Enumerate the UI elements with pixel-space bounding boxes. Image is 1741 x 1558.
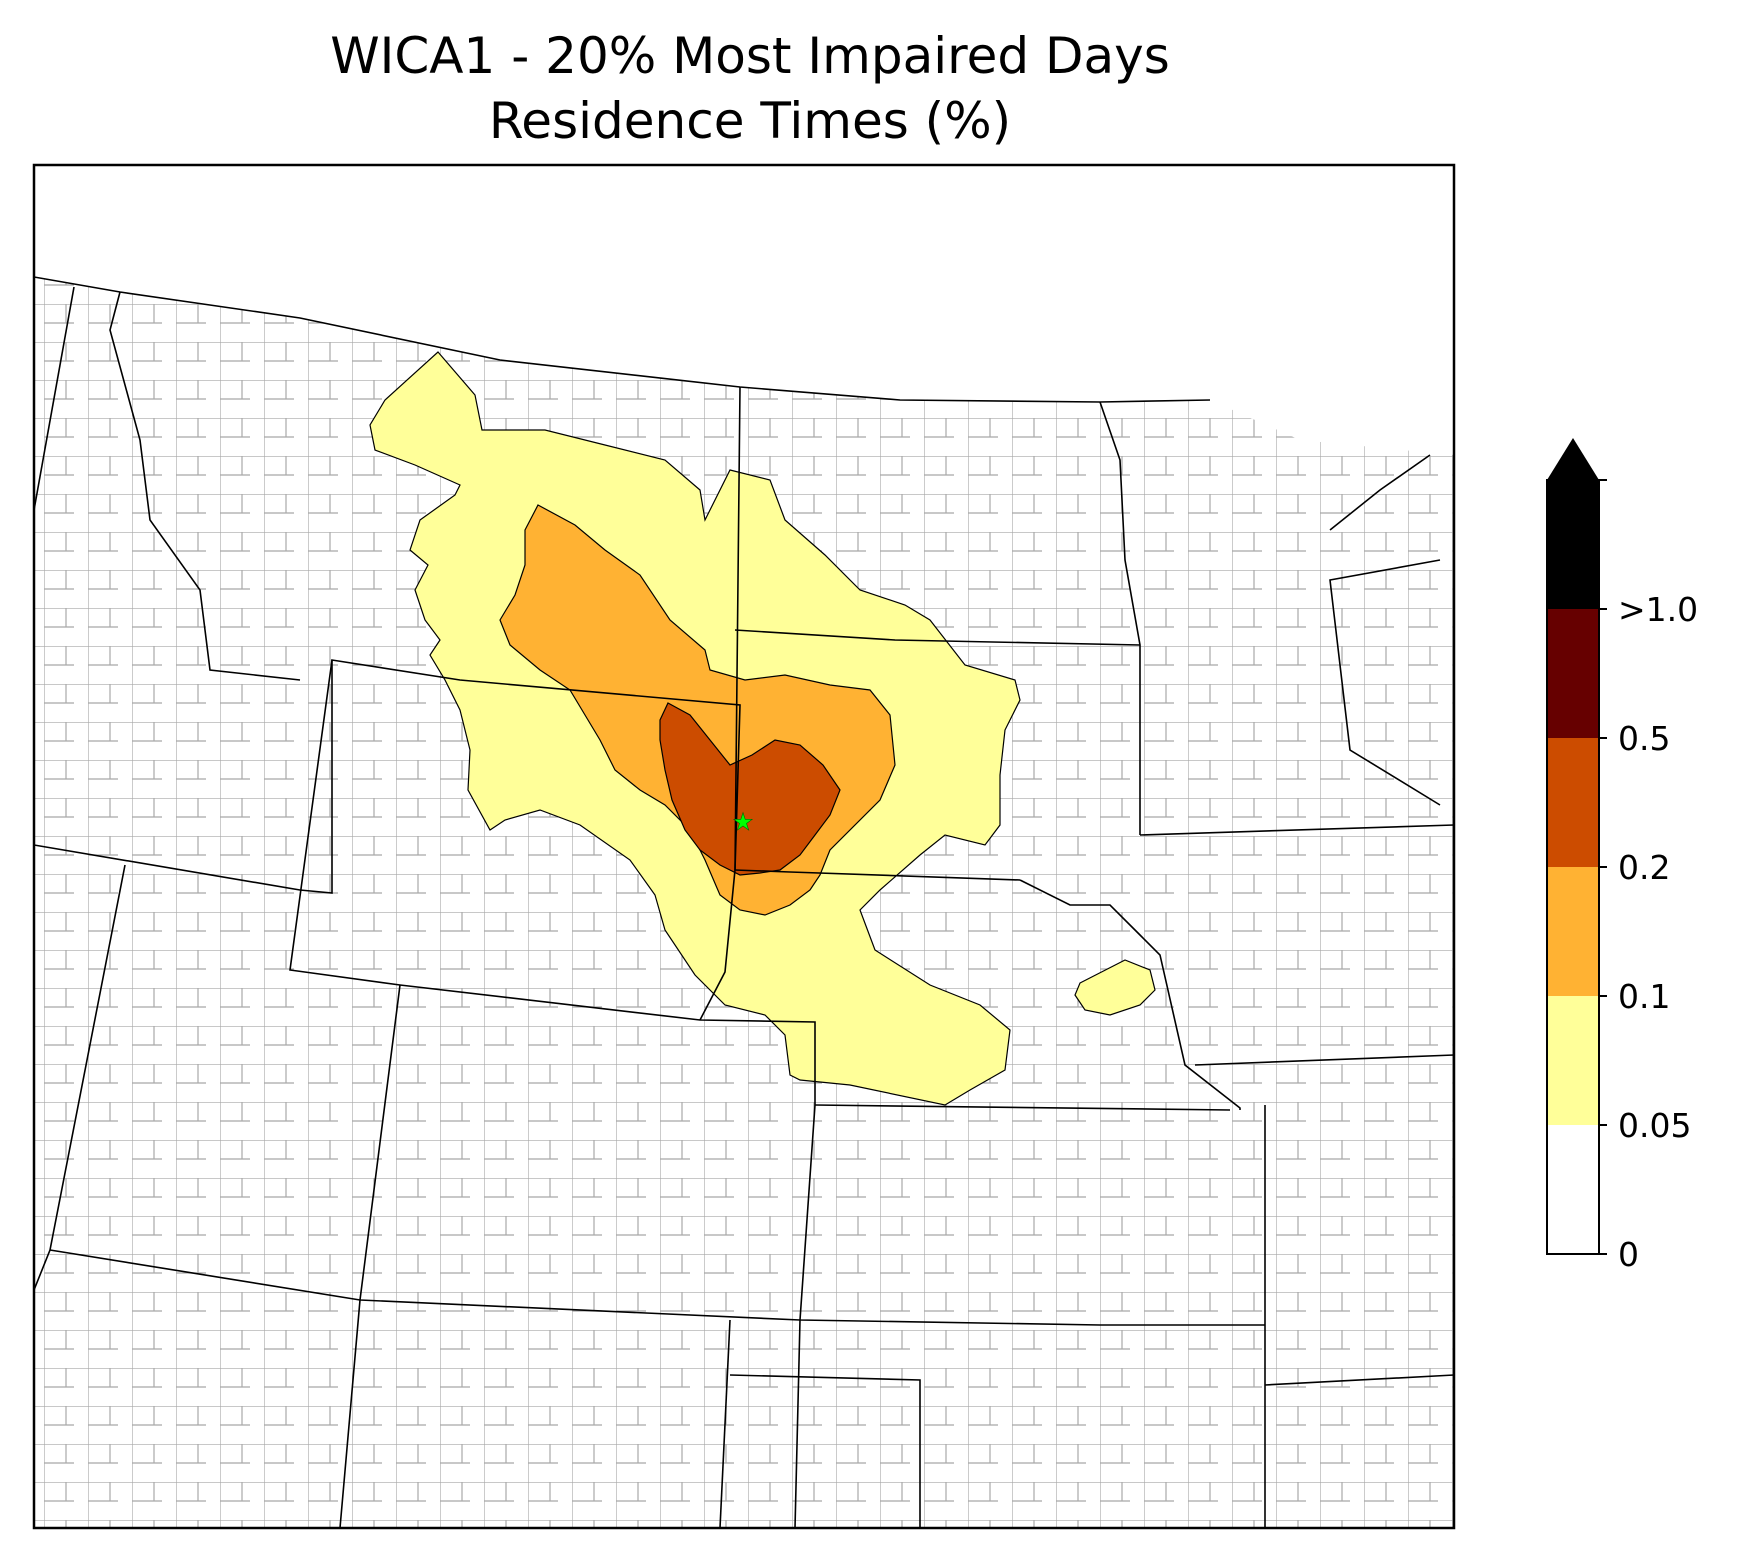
contour-0.2 [659,702,841,876]
map-title: WICA1 - 20% Most Impaired Days [330,27,1170,85]
contour-0.05-patch [1074,959,1156,1016]
map-frame [32,163,1456,1530]
map-subtitle: Residence Times (%) [488,92,1012,150]
colorbar-ticks [1599,479,1607,1255]
colorbar [1546,438,1607,1255]
colorbar-extend-arrow [1547,438,1599,480]
colorbar-band-0.5-1.0 [1547,609,1599,738]
colorbar-tick-label: 0.05 [1618,1106,1692,1145]
colorbar-band-0-0.05 [1547,1125,1599,1254]
state-boundaries [34,276,1454,1528]
colorbar-band-0.05-0.1 [1547,996,1599,1125]
site-marker-star-icon: ★ [732,808,754,836]
colorbar-tick-label: 0 [1618,1235,1639,1274]
colorbar-band-0.1-0.2 [1547,867,1599,996]
colorbar-band-over-1.0 [1547,480,1599,609]
colorbar-tick-label: >1.0 [1618,590,1699,629]
colorbar-tick-label: 0.2 [1618,848,1671,887]
colorbar-tick-label: 0.5 [1618,719,1671,758]
map-panel: ★ [34,165,1454,1528]
colorbar-band-0.2-0.5 [1547,738,1599,867]
colorbar-tick-label: 0.1 [1618,977,1671,1016]
